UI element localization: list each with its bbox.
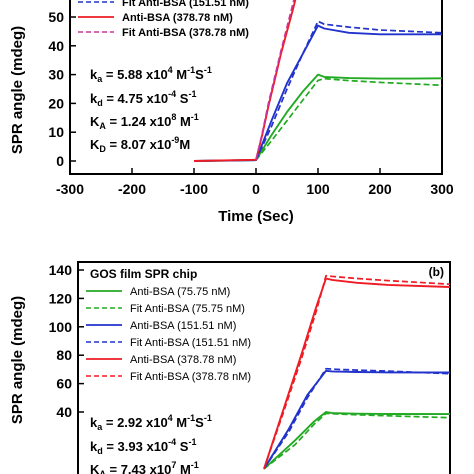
series-a-3 [255,20,442,161]
ytick-label-a-4: 40 [48,38,64,54]
series-b-4 [263,277,450,470]
series-a-1 [255,77,442,161]
legend-b-label-2: Anti-BSA (151.51 nM) [130,320,236,332]
panel-b-label: (b) [429,265,444,279]
panel-a-ylabel: SPR angle (mdeg) [9,26,26,154]
xtick-label-a-2: -100 [180,181,208,197]
series-b-3 [263,367,450,470]
ytick-label-a-3: 30 [48,67,64,83]
panel-b-legend: Anti-BSA (75.75 nM) Fit Anti-BSA (75.75 … [86,286,251,383]
panel-b-ylabel: SPR angle (mdeg) [9,296,26,424]
panel-b-series [263,274,450,470]
panel-b-ticks: 40 60 80 100 120 140 [49,262,84,420]
legend-b-label-3: Fit Anti-BSA (151.51 nM) [130,337,251,349]
series-b-0 [263,411,450,470]
legend-b-label-4: Anti-BSA (378.78 nM) [130,354,236,366]
kin-b-2: KA = 7.43 x107 M-1 [90,460,199,474]
series-a-0 [193,73,442,162]
panel-b-title: GOS film SPR chip [90,267,197,281]
xtick-label-a-1: -200 [118,181,146,197]
xtick-label-a-4: 100 [306,181,330,197]
series-b-5 [263,274,450,470]
legend-b-label-5: Fit Anti-BSA (378.78 nM) [130,371,251,383]
panel-a: SPR angle (mdeg) Time (Sec) 0 10 20 30 40 50 -… [9,0,454,225]
ytick-label-b-3: 100 [49,319,73,335]
ytick-label-b-2: 80 [56,347,72,363]
ytick-label-a-0: 0 [56,153,64,169]
kin-b-1: kd = 3.93 x10-4 S-1 [90,437,196,456]
panel-a-kinetics: ka = 5.88 x104 M-1S-1 kd = 4.75 x10-4 S-… [90,65,212,154]
ytick-label-a-1: 10 [48,124,64,140]
kin-a-0: ka = 5.88 x104 M-1S-1 [90,65,212,84]
panel-a-series [193,0,442,162]
ytick-label-b-4: 120 [49,290,73,306]
series-b-1 [263,412,450,470]
ytick-label-b-0: 40 [56,404,72,420]
legend-a-label-1: Anti-BSA (378.78 nM) [122,12,233,24]
legend-a-label-2: Fit Anti-BSA (378.78 nM) [122,27,249,39]
xtick-label-a-0: -300 [56,181,84,197]
panel-a-xlabel: Time (Sec) [218,208,294,225]
panel-a-legend: Fit Anti-BSA (151.51 nM) Anti-BSA (378.7… [78,0,249,39]
legend-b-label-1: Fit Anti-BSA (75.75 nM) [130,303,245,315]
series-a-4 [193,0,297,162]
series-a-2 [193,24,442,162]
legend-a-label-0: Fit Anti-BSA (151.51 nM) [122,0,249,9]
ytick-label-a-5: 50 [48,9,64,25]
xtick-label-a-5: 200 [368,181,392,197]
ytick-label-b-5: 140 [49,262,73,278]
kin-b-0: ka = 2.92 x104 M-1S-1 [90,413,212,432]
panel-b: SPR angle (mdeg) GOS film SPR chip (b) 4… [9,261,451,474]
panel-a-ticks: 0 10 20 30 40 50 -300 -200 -100 0 100 200 300 [48,9,453,197]
legend-b-label-0: Anti-BSA (75.75 nM) [130,286,230,298]
ytick-label-b-1: 60 [56,376,72,392]
series-b-2 [263,369,450,470]
xtick-label-a-3: 0 [252,181,260,197]
kin-a-1: kd = 4.75 x10-4 S-1 [90,89,196,108]
series-a-5 [255,0,295,160]
xtick-label-a-6: 300 [430,181,454,197]
kin-a-3: KD = 8.07 x10-9M [90,135,190,154]
kin-a-2: KA = 1.24 x108 M-1 [90,112,199,131]
panel-b-kinetics: ka = 2.92 x104 M-1S-1 kd = 3.93 x10-4 S-… [90,413,212,474]
ytick-label-a-2: 20 [48,95,64,111]
